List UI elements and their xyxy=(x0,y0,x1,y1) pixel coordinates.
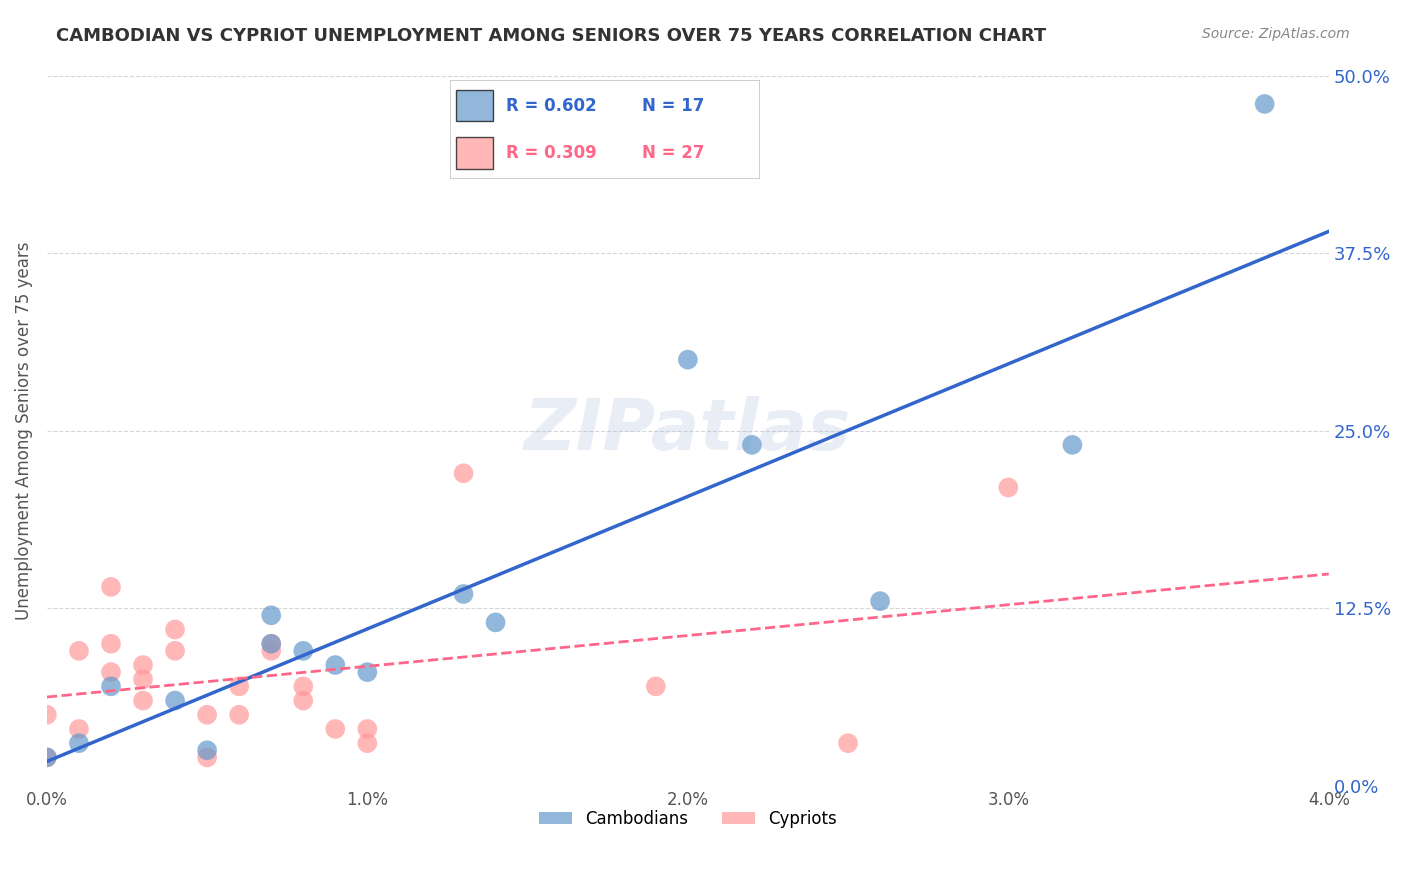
Point xyxy=(260,608,283,623)
Point xyxy=(165,623,187,637)
Text: Source: ZipAtlas.com: Source: ZipAtlas.com xyxy=(1202,27,1350,41)
Point xyxy=(35,750,58,764)
Point xyxy=(260,637,283,651)
Point xyxy=(869,594,891,608)
Point xyxy=(132,672,155,686)
Point xyxy=(741,438,763,452)
Point xyxy=(1253,97,1275,112)
Text: R = 0.309: R = 0.309 xyxy=(506,144,596,161)
Point xyxy=(195,750,218,764)
Point xyxy=(67,722,90,736)
Point xyxy=(453,467,475,481)
Point xyxy=(195,743,218,757)
Point xyxy=(484,615,506,630)
Point xyxy=(132,658,155,673)
Text: ZIPatlas: ZIPatlas xyxy=(524,396,852,465)
Point xyxy=(35,750,58,764)
Text: N = 27: N = 27 xyxy=(641,144,704,161)
Point xyxy=(1062,438,1084,452)
Point xyxy=(165,644,187,658)
Point xyxy=(997,480,1019,494)
Point xyxy=(356,736,378,750)
Y-axis label: Unemployment Among Seniors over 75 years: Unemployment Among Seniors over 75 years xyxy=(15,242,32,620)
Point xyxy=(100,580,122,594)
Point xyxy=(453,587,475,601)
Text: N = 17: N = 17 xyxy=(641,97,704,115)
Text: R = 0.602: R = 0.602 xyxy=(506,97,596,115)
Point xyxy=(67,644,90,658)
Point xyxy=(323,722,346,736)
Point xyxy=(356,665,378,680)
FancyBboxPatch shape xyxy=(456,137,494,169)
Point xyxy=(323,658,346,673)
Point xyxy=(195,707,218,722)
Point xyxy=(100,665,122,680)
Text: CAMBODIAN VS CYPRIOT UNEMPLOYMENT AMONG SENIORS OVER 75 YEARS CORRELATION CHART: CAMBODIAN VS CYPRIOT UNEMPLOYMENT AMONG … xyxy=(56,27,1046,45)
Point xyxy=(260,637,283,651)
Point xyxy=(132,693,155,707)
Point xyxy=(35,707,58,722)
Point xyxy=(644,679,666,693)
Point xyxy=(356,722,378,736)
Point xyxy=(100,679,122,693)
Point xyxy=(67,736,90,750)
Point xyxy=(260,644,283,658)
Point xyxy=(676,352,699,367)
Point xyxy=(292,693,315,707)
Point xyxy=(165,693,187,707)
Point xyxy=(228,707,250,722)
Point xyxy=(837,736,859,750)
Point xyxy=(292,679,315,693)
Legend: Cambodians, Cypriots: Cambodians, Cypriots xyxy=(531,803,844,834)
Point xyxy=(228,679,250,693)
FancyBboxPatch shape xyxy=(456,90,494,121)
Point xyxy=(100,637,122,651)
Point xyxy=(292,644,315,658)
